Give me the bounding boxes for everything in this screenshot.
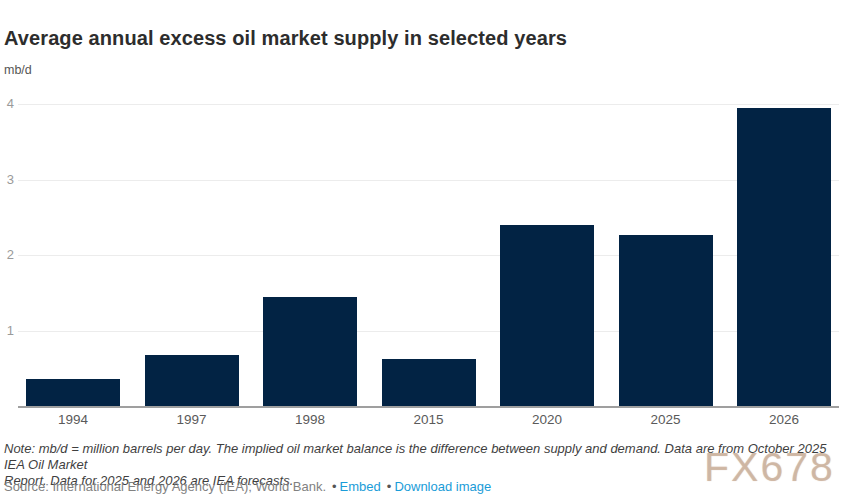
bar-2015 [382,359,476,406]
x-axis-label-1997: 1997 [145,412,239,427]
x-axis-label-2026: 2026 [737,412,831,427]
bullet-separator: • [332,479,337,494]
y-axis-unit-label: mb/d [4,63,32,77]
source-line: Source: International Energy Agency (IEA… [4,479,491,494]
x-axis-label-1994: 1994 [26,412,120,427]
bar-2026 [737,108,831,406]
source-text: Source: International Energy Agency (IEA… [4,479,326,494]
y-tick-label-1: 1 [7,323,14,336]
bar-2025 [619,235,713,406]
x-axis-label-2015: 2015 [382,412,476,427]
x-axis-labels: 1994 1997 1998 2015 2020 2025 2026 [18,412,839,427]
x-axis-label-2020: 2020 [500,412,594,427]
y-tick-label-2: 2 [7,248,14,261]
y-tick-label-4: 4 [7,97,14,110]
bar-1994 [26,379,120,406]
chart-page: Average annual excess oil market supply … [0,0,844,500]
bar-1997 [145,355,239,406]
bars-layer [18,104,839,406]
bullet-separator: • [387,479,392,494]
bar-1998 [263,297,357,406]
y-tick-label-3: 3 [7,172,14,185]
download-image-link[interactable]: Download image [394,479,491,494]
chart-title: Average annual excess oil market supply … [4,27,567,50]
x-axis-label-1998: 1998 [263,412,357,427]
plot-area: 4321 [18,104,839,408]
footnote-line1: Note: mb/d = million barrels per day. Th… [4,441,826,472]
embed-link[interactable]: Embed [340,479,381,494]
x-axis-label-2025: 2025 [619,412,713,427]
bar-2020 [500,225,594,406]
